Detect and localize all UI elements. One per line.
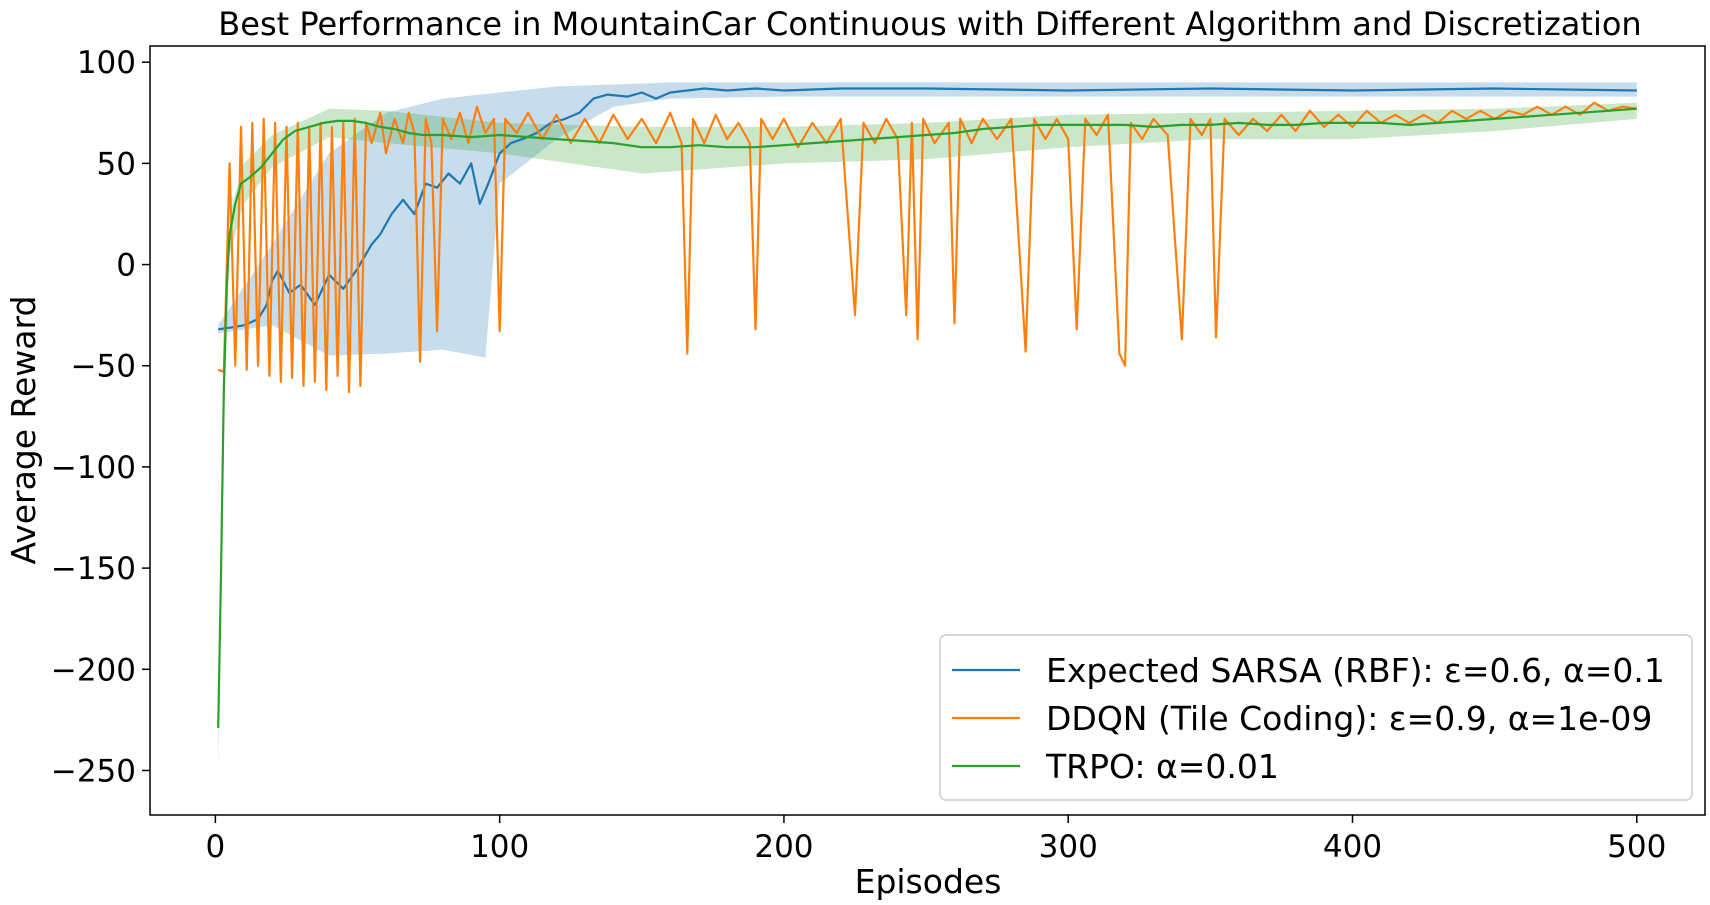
x-tick-label: 100 (470, 829, 529, 865)
x-tick-label: 0 (206, 829, 226, 865)
plot-area (217, 82, 1637, 771)
y-axis: 100 50 0 −50 −100 −150 −200 −250 (51, 45, 150, 789)
legend-entry-blue: Expected SARSA (RBF): ε=0.6, α=0.1 (1046, 651, 1665, 690)
chart-title: Best Performance in MountainCar Continuo… (218, 5, 1641, 43)
legend-entry-green: TRPO: α=0.01 (1045, 747, 1279, 786)
series-line-blue (218, 87, 1637, 331)
y-tick-label: −250 (51, 753, 136, 789)
x-tick-label: 200 (754, 829, 813, 865)
y-tick-label: −50 (71, 349, 136, 385)
x-tick-label: 300 (1039, 829, 1098, 865)
y-tick-label: 50 (97, 146, 136, 182)
x-axis-label: Episodes (855, 862, 1002, 901)
x-axis: 0 100 200 300 400 500 (206, 815, 1666, 865)
series-line-orange (217, 101, 1637, 394)
y-tick-label: −150 (51, 551, 136, 587)
legend-entry-orange: DDQN (Tile Coding): ε=0.9, α=1e-09 (1046, 699, 1652, 738)
series-line-green (217, 107, 1637, 729)
y-tick-label: 0 (116, 248, 136, 284)
y-tick-label: −100 (51, 450, 136, 486)
y-axis-label: Average Reward (4, 296, 43, 565)
legend: Expected SARSA (RBF): ε=0.6, α=0.1 DDQN (… (939, 634, 1693, 801)
y-tick-label: −200 (51, 652, 136, 688)
y-tick-label: 100 (77, 45, 136, 81)
plot-frame (149, 45, 1706, 816)
x-tick-label: 400 (1323, 829, 1382, 865)
x-tick-label: 500 (1607, 829, 1666, 865)
legend-box (939, 634, 1693, 801)
